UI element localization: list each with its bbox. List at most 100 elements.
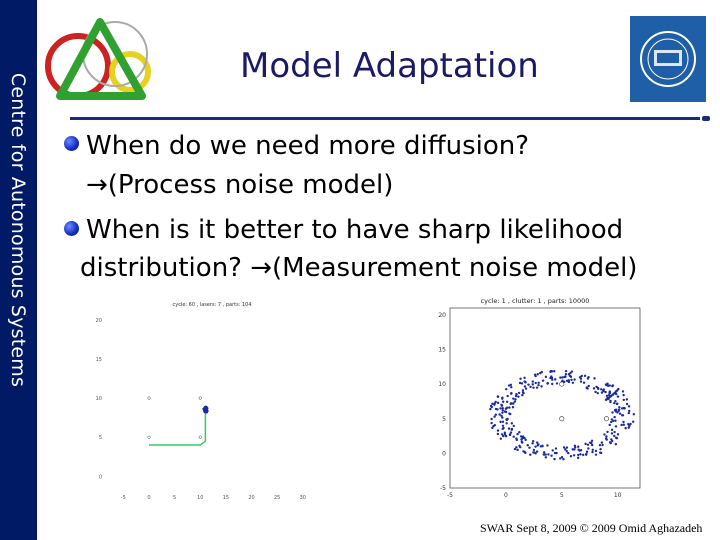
particle: [607, 393, 611, 397]
particle: [584, 453, 588, 456]
particle: [546, 381, 549, 385]
particle: [535, 450, 539, 453]
particle: [511, 402, 515, 405]
x-tick-label: 0: [147, 495, 150, 501]
particle: [515, 438, 519, 442]
particle: [509, 431, 513, 434]
particle: [559, 376, 562, 379]
landmark-marker: [147, 396, 151, 400]
particle: [529, 453, 532, 456]
landmark-marker: [603, 416, 609, 422]
particle: [608, 423, 611, 427]
x-tick-label: 20: [248, 495, 254, 501]
particle: [532, 386, 535, 389]
landmark-marker: [198, 435, 202, 439]
particle: [505, 422, 508, 425]
particle: [564, 373, 568, 376]
particle: [542, 451, 546, 454]
particle: [611, 384, 614, 388]
particle: [576, 456, 580, 460]
sidebar-title: Centre for Autonomous Systems: [7, 72, 29, 388]
particle: [518, 381, 522, 385]
particle: [509, 392, 513, 395]
particle: [608, 441, 612, 444]
particle: [508, 412, 511, 415]
particle: [614, 425, 618, 428]
particle: [523, 380, 526, 383]
plot-tracking-title: cycle: 60 , lasers: 7 , parts: 104: [172, 302, 251, 308]
particle: [554, 447, 558, 450]
plot-initialization-title: cycle: 1 , clutter: 1 , parts: 10000: [481, 297, 590, 305]
particle: [524, 387, 528, 390]
y-tick-label: 5: [99, 435, 102, 441]
particle: [577, 445, 580, 448]
particle: [614, 442, 618, 446]
x-tick-label: 10: [197, 495, 203, 501]
particle: [524, 451, 527, 455]
particle: [555, 382, 559, 385]
particle: [625, 398, 629, 401]
particle: [512, 435, 515, 438]
particle: [600, 388, 603, 391]
particle: [540, 385, 543, 388]
particle: [573, 378, 576, 381]
particle: [498, 413, 501, 416]
particle: [570, 370, 574, 373]
particle: [531, 380, 534, 383]
particle: [606, 430, 609, 434]
particle: [616, 395, 620, 398]
particle: [502, 426, 505, 430]
particle: [506, 400, 509, 404]
logo-green-triangle: [56, 18, 146, 100]
particle: [591, 448, 594, 451]
particle: [620, 414, 624, 417]
particle: [604, 437, 608, 440]
particle: [613, 401, 616, 405]
particle: [581, 453, 585, 457]
particle: [569, 455, 573, 458]
particle: [592, 387, 596, 390]
particle: [594, 453, 598, 456]
particle: [512, 397, 515, 400]
particle: [519, 377, 522, 380]
particle: [523, 376, 526, 380]
particle: [613, 434, 616, 438]
particle: [203, 406, 207, 409]
particle: [501, 409, 504, 412]
particle: [500, 433, 504, 436]
particle: [579, 453, 582, 456]
particle: [506, 394, 509, 398]
particle: [617, 387, 620, 391]
particle: [518, 431, 521, 434]
particle: [534, 445, 537, 448]
x-tick-label: 15: [223, 495, 229, 501]
particle: [620, 423, 623, 427]
particle: [519, 435, 523, 438]
particle: [508, 406, 511, 409]
particle: [521, 391, 525, 394]
x-tick-label: 30: [300, 495, 306, 501]
particle: [531, 442, 534, 445]
particle: [590, 439, 594, 442]
particle: [614, 392, 618, 396]
particle: [496, 432, 500, 436]
particle: [499, 420, 502, 424]
particle: [567, 451, 570, 455]
particle: [578, 376, 582, 379]
particle: [521, 393, 524, 397]
particle: [605, 435, 608, 438]
particle: [570, 378, 573, 381]
particle: [615, 402, 619, 406]
particle: [553, 457, 556, 461]
particle: [509, 383, 513, 387]
particle: [622, 393, 625, 397]
particle: [501, 420, 505, 424]
particle: [613, 430, 616, 434]
particle: [490, 421, 493, 425]
particle: [607, 397, 610, 401]
particle: [597, 387, 600, 391]
particle: [512, 424, 515, 428]
particle: [551, 449, 554, 452]
particle: [544, 375, 548, 379]
title-rule-end: [702, 116, 710, 121]
